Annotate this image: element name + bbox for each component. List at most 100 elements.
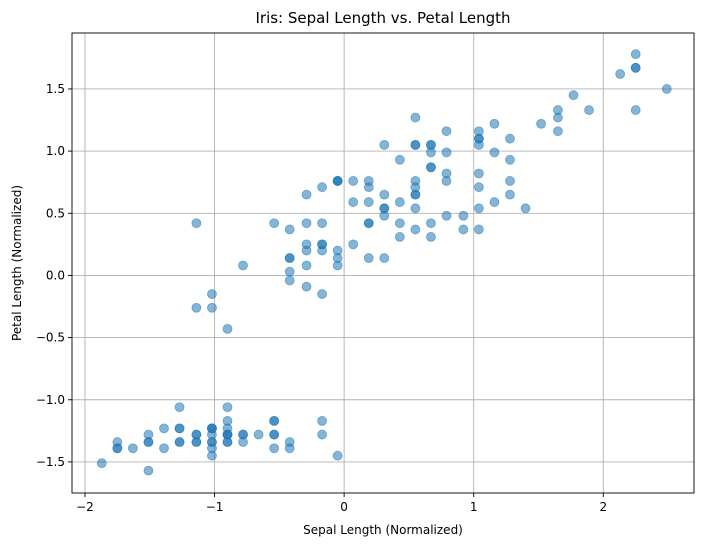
- data-points: [96, 49, 672, 476]
- scatter-point: [317, 218, 328, 229]
- scatter-point: [426, 162, 436, 173]
- scatter-point: [284, 443, 295, 454]
- scatter-point: [207, 437, 217, 447]
- scatter-point: [301, 239, 312, 250]
- scatter-point: [505, 189, 515, 200]
- scatter-point: [301, 281, 312, 292]
- x-tick-label: 0: [340, 500, 348, 514]
- y-axis-ticks: −1.5 −1.0 −0.5 0.0 0.5 1.0 1.5: [36, 82, 72, 469]
- scatter-point: [426, 231, 436, 242]
- scatter-point: [348, 176, 359, 186]
- scatter-point: [174, 437, 185, 447]
- y-axis-label: Petal Length (Normalized): [10, 185, 24, 341]
- scatter-point: [584, 105, 594, 115]
- scatter-point: [348, 239, 359, 250]
- scatter-point: [207, 302, 217, 313]
- scatter-point: [348, 197, 359, 207]
- scatter-point: [363, 253, 374, 263]
- x-axis-label: Sepal Length (Normalized): [303, 523, 463, 537]
- scatter-point: [284, 253, 295, 263]
- scatter-point: [207, 289, 217, 299]
- y-tick-label: 0.0: [46, 268, 65, 282]
- y-tick-label: 1.0: [46, 144, 65, 158]
- scatter-point: [317, 182, 328, 193]
- scatter-point: [505, 154, 515, 165]
- scatter-point: [379, 189, 390, 200]
- scatter-point: [301, 260, 312, 271]
- scatter-point: [458, 224, 469, 235]
- scatter-point: [473, 203, 484, 214]
- scatter-point: [96, 458, 107, 469]
- scatter-point: [489, 197, 500, 207]
- scatter-point: [394, 197, 405, 207]
- scatter-point: [191, 437, 202, 447]
- scatter-point: [222, 323, 233, 334]
- scatter-point: [238, 429, 248, 440]
- scatter-point: [473, 168, 484, 179]
- grid-lines: [72, 33, 694, 493]
- scatter-point: [332, 176, 343, 186]
- scatter-point: [269, 415, 280, 426]
- x-tick-label: 2: [599, 500, 607, 514]
- scatter-point: [410, 112, 421, 123]
- scatter-point: [441, 147, 452, 158]
- y-tick-label: 1.5: [46, 82, 65, 96]
- scatter-point: [426, 147, 436, 158]
- scatter-point: [630, 105, 641, 115]
- y-tick-label: −0.5: [36, 331, 65, 345]
- scatter-point: [269, 443, 280, 454]
- scatter-point: [317, 289, 328, 299]
- scatter-point: [553, 126, 563, 137]
- scatter-point: [630, 49, 641, 60]
- scatter-point: [536, 118, 546, 129]
- scatter-point: [301, 189, 312, 200]
- chart-title: Iris: Sepal Length vs. Petal Length: [255, 9, 510, 27]
- scatter-point: [410, 203, 421, 214]
- scatter-point: [441, 126, 452, 137]
- scatter-point: [410, 224, 421, 235]
- scatter-point: [379, 253, 390, 263]
- scatter-point: [174, 423, 185, 434]
- scatter-point: [458, 210, 469, 221]
- scatter-point: [269, 218, 280, 229]
- scatter-point: [159, 443, 169, 454]
- scatter-point: [112, 443, 123, 454]
- scatter-point: [238, 260, 248, 271]
- scatter-point: [253, 429, 264, 440]
- scatter-point: [363, 218, 374, 229]
- scatter-point: [207, 423, 217, 434]
- scatter-point: [568, 90, 579, 101]
- scatter-point: [473, 182, 484, 193]
- scatter-point: [284, 275, 295, 286]
- scatter-point: [317, 245, 328, 256]
- x-tick-label: −1: [206, 500, 224, 514]
- plot-frame: [71, 32, 695, 494]
- scatter-point: [553, 112, 563, 123]
- y-tick-label: −1.0: [36, 393, 65, 407]
- scatter-point: [661, 84, 672, 94]
- x-axis-ticks: −2 −1 0 1 2: [76, 493, 607, 514]
- scatter-point: [379, 210, 390, 221]
- scatter-point: [191, 302, 202, 313]
- x-tick-label: 1: [470, 500, 478, 514]
- scatter-point: [222, 402, 233, 413]
- scatter-point: [489, 118, 500, 129]
- scatter-point: [191, 218, 202, 229]
- scatter-point: [127, 443, 138, 454]
- scatter-point: [363, 182, 374, 193]
- scatter-point: [426, 218, 436, 229]
- scatter-point: [284, 266, 295, 277]
- scatter-point: [363, 197, 374, 207]
- scatter-point: [159, 423, 169, 434]
- scatter-point: [410, 139, 421, 150]
- scatter-point: [174, 402, 185, 413]
- scatter-point: [269, 429, 280, 440]
- scatter-point: [379, 139, 390, 150]
- scatter-point: [441, 210, 452, 221]
- scatter-point: [473, 133, 484, 144]
- scatter-point: [473, 224, 484, 235]
- scatter-point: [332, 450, 343, 461]
- y-tick-label: 0.5: [46, 206, 65, 220]
- scatter-point: [332, 253, 343, 263]
